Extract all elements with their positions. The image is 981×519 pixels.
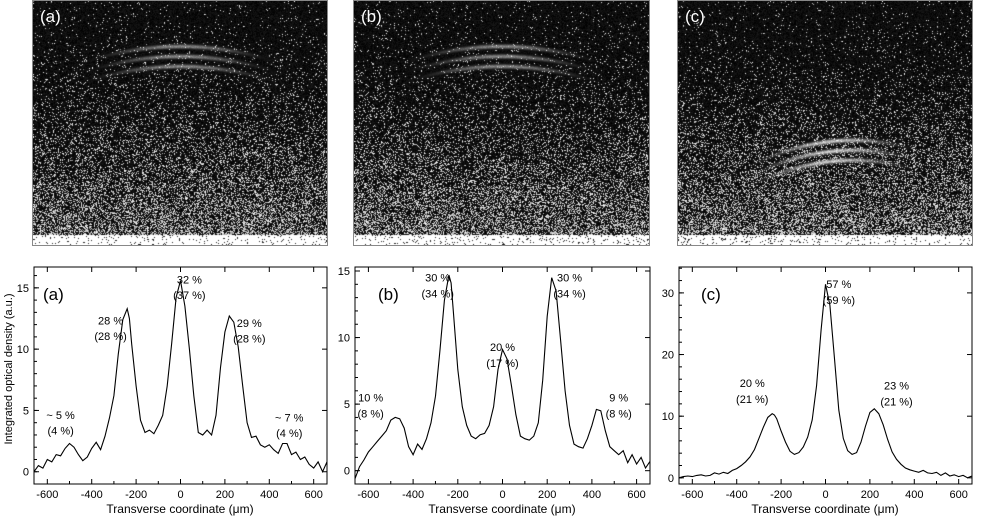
plot-c: (c) Transverse coordinate (μm) -600 -400 -… [662,266,973,516]
x-tick-label: -600 [681,489,703,501]
image-canvas-c [678,1,972,245]
y-tick-label: 30 [662,288,674,300]
x-tick-label: -600 [36,489,58,501]
y-tick-label: 10 [17,344,29,356]
peak-annotation: 10 % [358,392,383,404]
peak-annotation: (28 %) [233,333,265,345]
peak-annotation: 23 % [884,381,909,393]
image-canvas-b [354,1,649,245]
peak-annotation: ~ 5 % [46,410,75,422]
peak-annotation: (28 %) [94,331,126,343]
x-tick-label: 0 [499,489,505,501]
plot-b-label: (b) [378,285,399,304]
peak-annotation: (4 %) [276,428,302,440]
peak-annotation: (21 %) [880,397,912,409]
x-tick-label: 400 [260,489,278,501]
x-tick-label: 200 [861,489,879,501]
x-tick-label: -200 [447,489,469,501]
x-tick-label: 600 [627,489,645,501]
y-tick-label: 0 [668,473,674,485]
peak-annotation: 57 % [826,279,851,291]
y-axis-label: Integrated optical density (a.u.) [3,293,15,444]
peak-annotation: (21 %) [736,394,768,406]
absorption-image-a: (a) [32,0,328,246]
peak-annotation: 20 % [490,342,515,354]
peak-annotation: (8 %) [606,408,632,420]
x-tick-label: -200 [125,489,147,501]
x-tick-label: 200 [538,489,556,501]
y-tick-label: 0 [23,467,29,479]
peak-annotation: 28 % [98,316,123,328]
peak-annotation: (59 %) [823,295,855,307]
x-tick-label: 0 [177,489,183,501]
x-tick-label: -400 [402,489,424,501]
peak-annotation: 9 % [609,392,628,404]
peak-annotation: (17 %) [486,358,518,370]
x-tick-label: 0 [822,489,828,501]
x-tick-label: -400 [726,489,748,501]
x-tick-label: 400 [905,489,923,501]
plot-b-frame [354,266,651,485]
y-tick-label: 5 [23,405,29,417]
peak-annotation: (34 %) [553,289,585,301]
x-tick-label: -400 [81,489,103,501]
x-tick-label: -200 [770,489,792,501]
peak-annotation: (37 %) [173,290,205,302]
plot-c-series [678,284,973,479]
y-tick-label: 15 [17,283,29,295]
y-tick-label: 10 [662,411,674,423]
absorption-image-c: (c) [677,0,973,246]
peak-annotation: 30 % [425,273,450,285]
peak-annotation: (8 %) [358,408,384,420]
y-tick-label: 5 [344,399,350,411]
plot-a: (a) Transverse coordinate (μm) -600 -400 -… [17,266,328,516]
x-tick-label: 200 [216,489,234,501]
peak-annotation: 32 % [177,275,202,287]
plot-b-xlabel: Transverse coordinate (μm) [428,502,575,516]
plot-a-label: (a) [43,285,64,304]
y-tick-label: 0 [344,466,350,478]
plot-b: (b) Transverse coordinate (μm) -600 -400 -… [338,266,651,516]
x-tick-label: 600 [305,489,323,501]
plot-c-label: (c) [701,285,721,304]
peak-annotation: 29 % [237,318,262,330]
peak-annotation: ~ 7 % [275,412,304,424]
peak-annotation: 30 % [557,273,582,285]
image-label-a: (a) [40,7,61,26]
y-tick-label: 10 [338,333,350,345]
image-label-c: (c) [685,7,705,26]
x-tick-label: 600 [950,489,968,501]
x-tick-label: -600 [357,489,379,501]
plot-a-series [33,280,328,474]
y-tick-label: 20 [662,350,674,362]
absorption-image-b: (b) [353,0,650,246]
peak-annotation: (34 %) [421,289,453,301]
plot-a-xlabel: Transverse coordinate (μm) [106,502,253,516]
peak-annotation: (4 %) [47,425,73,437]
peak-annotation: 20 % [740,378,765,390]
plot-c-xlabel: Transverse coordinate (μm) [751,502,898,516]
plot-b-series [354,274,651,479]
image-canvas-a [33,1,327,245]
image-label-b: (b) [361,7,382,26]
y-tick-label: 15 [338,266,350,278]
x-tick-label: 400 [583,489,601,501]
